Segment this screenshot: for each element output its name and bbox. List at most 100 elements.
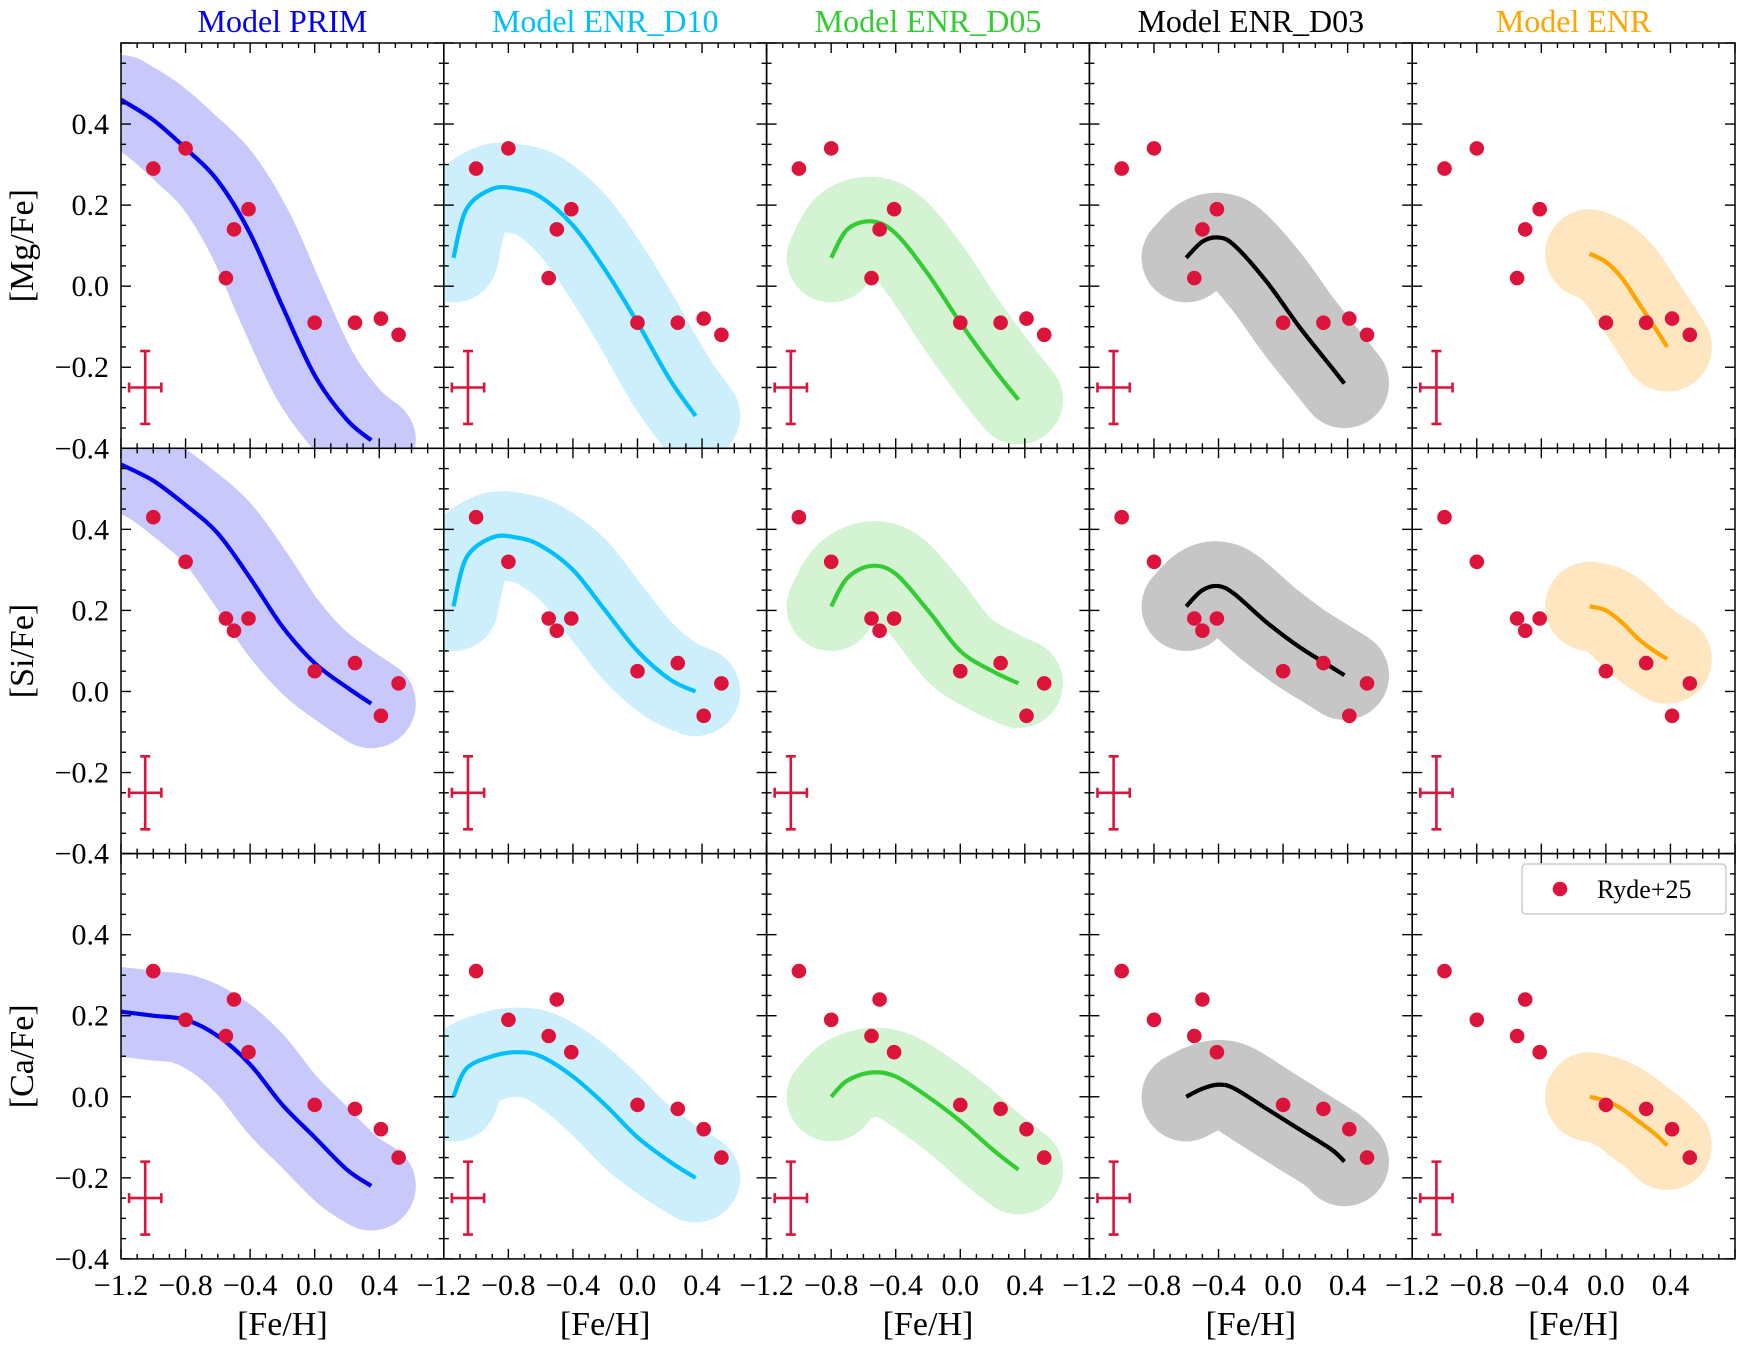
model-band — [121, 55, 416, 449]
model-band — [1141, 1040, 1389, 1207]
ryde25-point — [347, 315, 363, 331]
ryde25-point — [1638, 655, 1654, 671]
panel-r0-c4 — [1411, 42, 1736, 450]
ryde25-point — [1036, 676, 1052, 691]
model-band — [786, 521, 1063, 728]
ryde25-point — [1532, 611, 1547, 626]
legend-marker — [1552, 881, 1568, 897]
ryde25-point — [1598, 315, 1614, 331]
ryde25-point — [630, 663, 645, 679]
ryde25-point — [1664, 1121, 1680, 1137]
row-ylabel: [Mg/Fe] — [4, 189, 41, 302]
column-titles: Model PRIM Model ENR_D10 Model ENR_D05 Mode… — [198, 3, 1653, 39]
ryde25-point — [714, 676, 729, 691]
ryde25-point — [549, 992, 565, 1007]
ryde25-point — [564, 1044, 579, 1060]
legend-label: Ryde+25 — [1597, 875, 1692, 904]
x-tick-label: 0.0 — [1587, 1269, 1625, 1302]
panel-r1-c0 — [120, 447, 445, 855]
ryde25-point — [1682, 327, 1698, 343]
ryde25-point — [993, 315, 1008, 331]
ryde25-point — [226, 992, 242, 1007]
panel-r0-c2 — [765, 42, 1091, 450]
ryde25-point — [886, 611, 902, 626]
ryde25-point — [1195, 222, 1210, 237]
x-tick-label: 0.4 — [683, 1269, 721, 1302]
ryde25-point — [1146, 141, 1162, 156]
model-track-line — [121, 1009, 373, 1188]
panel-plot-area — [121, 55, 416, 449]
ryde25-point — [791, 963, 807, 979]
panel-ticks — [1088, 852, 1413, 1260]
model-band — [1545, 209, 1712, 392]
model-track-line — [1588, 251, 1669, 349]
row-ylabel: [Si/Fe] — [4, 604, 41, 698]
y-tick-label: −0.4 — [55, 1243, 109, 1276]
model-band — [786, 1027, 1063, 1215]
x-tick-label: 0.4 — [1329, 1269, 1367, 1302]
ryde25-point — [1532, 201, 1547, 217]
error-bar — [773, 1160, 809, 1236]
model-track-line — [829, 1070, 1020, 1172]
x-tick-label: 0.0 — [296, 1269, 334, 1302]
panel-plot-area — [443, 141, 741, 449]
y-tick-label: 0.2 — [72, 594, 110, 627]
x-tick-label: 0.0 — [619, 1269, 657, 1302]
ryde25-point — [307, 315, 323, 331]
error-bar — [127, 1160, 163, 1236]
x-axis-label: [Fe/H] — [1528, 1306, 1619, 1343]
y-tick-label: −0.2 — [55, 757, 109, 790]
ryde25-point — [864, 1028, 879, 1044]
ryde25-point — [872, 623, 887, 638]
panel-plot-area — [1096, 509, 1389, 831]
error-bar — [450, 755, 486, 831]
ryde25-point — [1638, 1101, 1654, 1117]
model-track-line — [829, 563, 1020, 686]
model-track-line — [121, 462, 373, 706]
ryde25-point — [1469, 554, 1485, 570]
ryde25-point — [714, 1150, 729, 1165]
ryde25-point — [696, 708, 711, 724]
panel-plot-area — [443, 491, 741, 831]
ryde25-point — [823, 141, 839, 156]
panel-ticks — [120, 42, 445, 449]
ryde25-point — [1664, 708, 1680, 724]
x-tick-label: 0.4 — [360, 1269, 398, 1302]
ryde25-point — [823, 554, 839, 570]
column-title: Model ENR_D03 — [1137, 3, 1364, 39]
ryde25-point — [146, 161, 161, 176]
ryde25-point — [549, 623, 565, 638]
x-tick-label: −0.8 — [1450, 1269, 1504, 1302]
error-bar — [1418, 349, 1454, 426]
panel-plot-area — [773, 509, 1063, 831]
ryde25-point — [630, 315, 645, 331]
ryde25-point — [1437, 161, 1452, 176]
panel-r2-c2 — [765, 852, 1091, 1260]
model-track-line — [829, 219, 1021, 402]
x-tick-label: −1.2 — [1062, 1269, 1116, 1302]
ryde25-point — [1195, 992, 1210, 1007]
x-tick-label: −1.2 — [739, 1269, 793, 1302]
ryde25-point — [307, 1097, 323, 1113]
ryde25-point — [1517, 222, 1533, 237]
ryde25-point — [1509, 611, 1525, 626]
ryde25-point — [1275, 663, 1291, 679]
ryde25-point — [178, 554, 193, 570]
ryde25-point — [1036, 327, 1052, 343]
model-track-line — [451, 184, 698, 418]
x-tick-label: −0.8 — [158, 1269, 212, 1302]
ryde25-point — [501, 141, 516, 156]
ryde25-point — [872, 222, 887, 237]
ryde25-point — [696, 311, 711, 326]
ryde25-point — [391, 1150, 406, 1165]
x-axis-label: [Fe/H] — [1205, 1306, 1296, 1343]
panel-grid: −0.4 −0.2 0.0 0.2 0.4 −0.4 −0.2 0.0 0.2 0.4 −0.4 −0… — [55, 42, 1736, 1276]
ryde25-point — [1316, 1101, 1331, 1117]
ryde25-point — [1682, 1150, 1698, 1165]
panel-r0-c0 — [120, 42, 445, 450]
panel-r2-c0 — [120, 852, 445, 1260]
column-title: Model ENR_D05 — [815, 3, 1042, 39]
ryde25-point — [1682, 676, 1698, 691]
panel-ticks — [1088, 42, 1413, 449]
ryde25-point — [1598, 1097, 1614, 1113]
